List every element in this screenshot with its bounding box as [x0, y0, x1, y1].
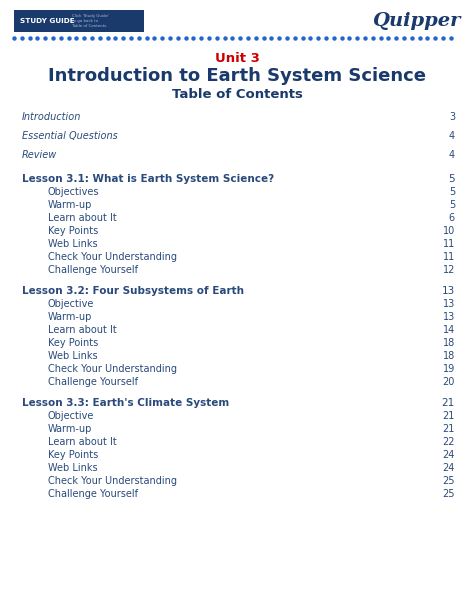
- Text: 11: 11: [443, 252, 455, 262]
- Text: Objective: Objective: [48, 411, 94, 421]
- Text: 19: 19: [443, 364, 455, 374]
- Text: 14: 14: [443, 325, 455, 335]
- Text: 5: 5: [449, 200, 455, 210]
- Text: 11: 11: [443, 239, 455, 249]
- Text: Review: Review: [22, 150, 57, 160]
- Text: 13: 13: [442, 286, 455, 296]
- Text: STUDY GUIDE: STUDY GUIDE: [20, 18, 74, 24]
- Text: Key Points: Key Points: [48, 450, 98, 460]
- Text: Challenge Yourself: Challenge Yourself: [48, 377, 138, 387]
- Text: 5: 5: [449, 187, 455, 197]
- Text: Table of Contents: Table of Contents: [172, 88, 302, 102]
- Text: 3: 3: [449, 112, 455, 122]
- Text: 18: 18: [443, 351, 455, 361]
- Text: Learn about It: Learn about It: [48, 213, 117, 223]
- Text: Challenge Yourself: Challenge Yourself: [48, 489, 138, 499]
- Bar: [14, 10, 144, 32]
- Text: Challenge Yourself: Challenge Yourself: [48, 265, 138, 275]
- Text: 10: 10: [443, 226, 455, 236]
- Text: Warm-up: Warm-up: [48, 200, 92, 210]
- Text: 21: 21: [443, 411, 455, 421]
- Text: 22: 22: [443, 437, 455, 447]
- Text: Objective: Objective: [48, 299, 94, 309]
- Text: Web Links: Web Links: [48, 239, 98, 249]
- Text: 18: 18: [443, 338, 455, 348]
- Text: 4: 4: [449, 131, 455, 141]
- Text: 21: 21: [442, 398, 455, 408]
- Text: Check Your Understanding: Check Your Understanding: [48, 476, 177, 486]
- Text: Learn about It: Learn about It: [48, 437, 117, 447]
- Text: Click 'Study Guide'
to go back to
Table of Contents.: Click 'Study Guide' to go back to Table …: [72, 14, 109, 28]
- Text: Lesson 3.3: Earth's Climate System: Lesson 3.3: Earth's Climate System: [22, 398, 229, 408]
- Text: Objectives: Objectives: [48, 187, 100, 197]
- Text: 5: 5: [448, 174, 455, 184]
- Text: 4: 4: [449, 150, 455, 160]
- Text: 25: 25: [443, 476, 455, 486]
- Text: 13: 13: [443, 299, 455, 309]
- Text: Introduction to Earth System Science: Introduction to Earth System Science: [48, 67, 426, 85]
- Text: Web Links: Web Links: [48, 463, 98, 473]
- Text: Key Points: Key Points: [48, 226, 98, 236]
- Text: Check Your Understanding: Check Your Understanding: [48, 252, 177, 262]
- Text: 13: 13: [443, 312, 455, 322]
- Text: Warm-up: Warm-up: [48, 424, 92, 434]
- Text: Essential Questions: Essential Questions: [22, 131, 118, 141]
- Text: Unit 3: Unit 3: [215, 51, 259, 64]
- Text: Check Your Understanding: Check Your Understanding: [48, 364, 177, 374]
- Text: 21: 21: [443, 424, 455, 434]
- Text: 20: 20: [443, 377, 455, 387]
- Text: Introduction: Introduction: [22, 112, 82, 122]
- Text: Key Points: Key Points: [48, 338, 98, 348]
- Text: Learn about It: Learn about It: [48, 325, 117, 335]
- Text: Web Links: Web Links: [48, 351, 98, 361]
- Text: Quipper: Quipper: [372, 12, 460, 30]
- Text: Warm-up: Warm-up: [48, 312, 92, 322]
- Text: 6: 6: [449, 213, 455, 223]
- Text: 24: 24: [443, 450, 455, 460]
- Text: 24: 24: [443, 463, 455, 473]
- Text: Lesson 3.1: What is Earth System Science?: Lesson 3.1: What is Earth System Science…: [22, 174, 274, 184]
- Text: 12: 12: [443, 265, 455, 275]
- Text: Lesson 3.2: Four Subsystems of Earth: Lesson 3.2: Four Subsystems of Earth: [22, 286, 244, 296]
- Text: 25: 25: [443, 489, 455, 499]
